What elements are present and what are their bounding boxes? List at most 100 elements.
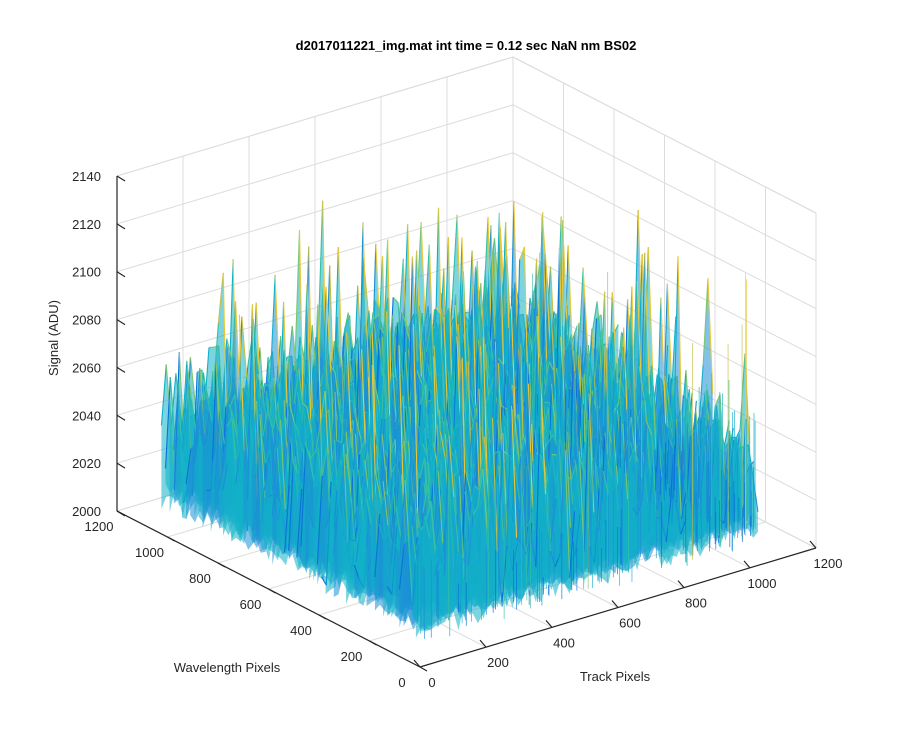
surface-mesh-line [397, 258, 404, 331]
side-wall-grid-line [512, 104, 817, 262]
z-tick-label: 2080 [72, 313, 101, 328]
z-axis-tick [116, 319, 126, 326]
side-wall-grid-line [512, 152, 817, 310]
surface-mesh-line [422, 443, 428, 456]
surface-mesh-line [655, 297, 662, 465]
surface-mesh-line [219, 410, 225, 444]
surface-mesh-line [278, 399, 285, 448]
surface-mesh-line [706, 389, 713, 422]
surface-mesh-line [314, 424, 321, 452]
surface-mesh-line [596, 314, 602, 319]
surface-mesh-line [189, 357, 196, 403]
surface-mesh-line [177, 422, 184, 452]
box-edge [116, 56, 514, 177]
x-tick-label: 600 [619, 616, 641, 631]
surface-mesh-line [185, 448, 192, 485]
x-tick-label: 1000 [748, 576, 777, 591]
x-axis-tick [743, 560, 751, 569]
surface-mesh-line [555, 336, 562, 500]
surface-mesh-line [714, 394, 721, 407]
surface-mesh-line [464, 311, 470, 314]
surface-mesh-line [468, 463, 475, 477]
surface-mesh-line [296, 488, 303, 558]
box-edge [512, 56, 817, 214]
surface-mesh-line [338, 444, 345, 503]
surface-mesh-line [437, 470, 444, 548]
surface-mesh-line [372, 312, 379, 357]
surface-mesh-line [670, 497, 677, 503]
surface-mesh-line [502, 433, 509, 545]
surface-mesh-line [415, 529, 422, 551]
surface-mesh-line [334, 372, 341, 417]
surface-mesh-line [264, 448, 271, 464]
surface-mesh-line [218, 464, 225, 490]
surface-mesh-line [531, 452, 538, 524]
surface-mesh-line [680, 490, 687, 519]
surface-mesh-line [173, 382, 180, 451]
surface-mesh-line [434, 528, 441, 555]
surface-mesh-line [306, 406, 313, 433]
surface-mesh-line [262, 410, 269, 437]
surface-mesh-line [562, 220, 568, 336]
surface-mesh-line [317, 200, 324, 347]
back-wall-grid-line [116, 152, 514, 273]
surface-mesh-line [297, 473, 303, 489]
x-axis-tick [677, 580, 685, 589]
surface-mesh-line [477, 468, 484, 507]
surface-mesh-line [274, 274, 281, 395]
surface-mesh-line [256, 373, 263, 390]
surface-mesh-line [570, 463, 577, 481]
surface-mesh-line [376, 336, 383, 409]
surface-mesh-line [325, 286, 332, 372]
surface-mesh-line [672, 256, 679, 455]
surface-mesh-line [498, 212, 505, 388]
back-wall-grid-line [116, 200, 514, 321]
surface-mesh-line [329, 494, 336, 539]
surface-mesh-line [656, 516, 662, 520]
y-axis-tick [217, 562, 226, 568]
surface-mesh-line [573, 451, 580, 512]
surface-mesh-line [293, 368, 300, 405]
z-tick-label: 2120 [72, 217, 101, 232]
surface-mesh-line [453, 496, 460, 552]
surface-mesh-line [516, 537, 522, 544]
surface-mesh-line [666, 283, 673, 396]
surface-mesh-line [527, 510, 534, 527]
surface-mesh-line [641, 422, 648, 502]
surface-mesh-line [547, 434, 554, 444]
surface-mesh-line [232, 419, 239, 439]
surface-mesh-line [409, 492, 416, 554]
surface-mesh-line [467, 514, 474, 566]
z-tick-label: 2100 [72, 265, 101, 280]
surface-mesh-line [242, 413, 249, 460]
z-axis-tick [116, 366, 126, 373]
surface-mesh-line [497, 357, 504, 365]
surface-mesh-line [429, 537, 436, 578]
surface-mesh-line [213, 323, 219, 387]
surface-mesh-line [647, 247, 654, 386]
surface-mesh-line [628, 447, 635, 464]
surface-mesh-line [434, 431, 441, 505]
surface-mesh-line [543, 361, 550, 395]
surface-mesh-line [197, 436, 204, 450]
surface-mesh-line [428, 356, 435, 483]
surface-mesh-line [353, 564, 360, 580]
surface-mesh-line [294, 230, 301, 371]
surface-mesh-line [202, 396, 208, 402]
surface-mesh-line [346, 332, 352, 448]
surface-mesh-line [474, 485, 480, 491]
chart-title: d2017011221_img.mat int time = 0.12 sec … [296, 38, 637, 53]
surface-mesh-line [394, 543, 401, 554]
surface-mesh-line [419, 457, 426, 479]
surface-mesh-line [169, 399, 176, 490]
surface-mesh-line [634, 405, 641, 440]
surface-mesh-line [448, 435, 455, 498]
back-wall-grid-line [116, 104, 514, 225]
surface-mesh-line [345, 453, 352, 494]
surface-mesh-line [530, 536, 537, 568]
surface-mesh-line [238, 314, 245, 452]
surface-mesh-line [564, 421, 571, 528]
surface-mesh-line [210, 446, 217, 475]
z-tick-label: 2000 [72, 504, 101, 519]
z-tick-label: 2040 [72, 408, 101, 423]
